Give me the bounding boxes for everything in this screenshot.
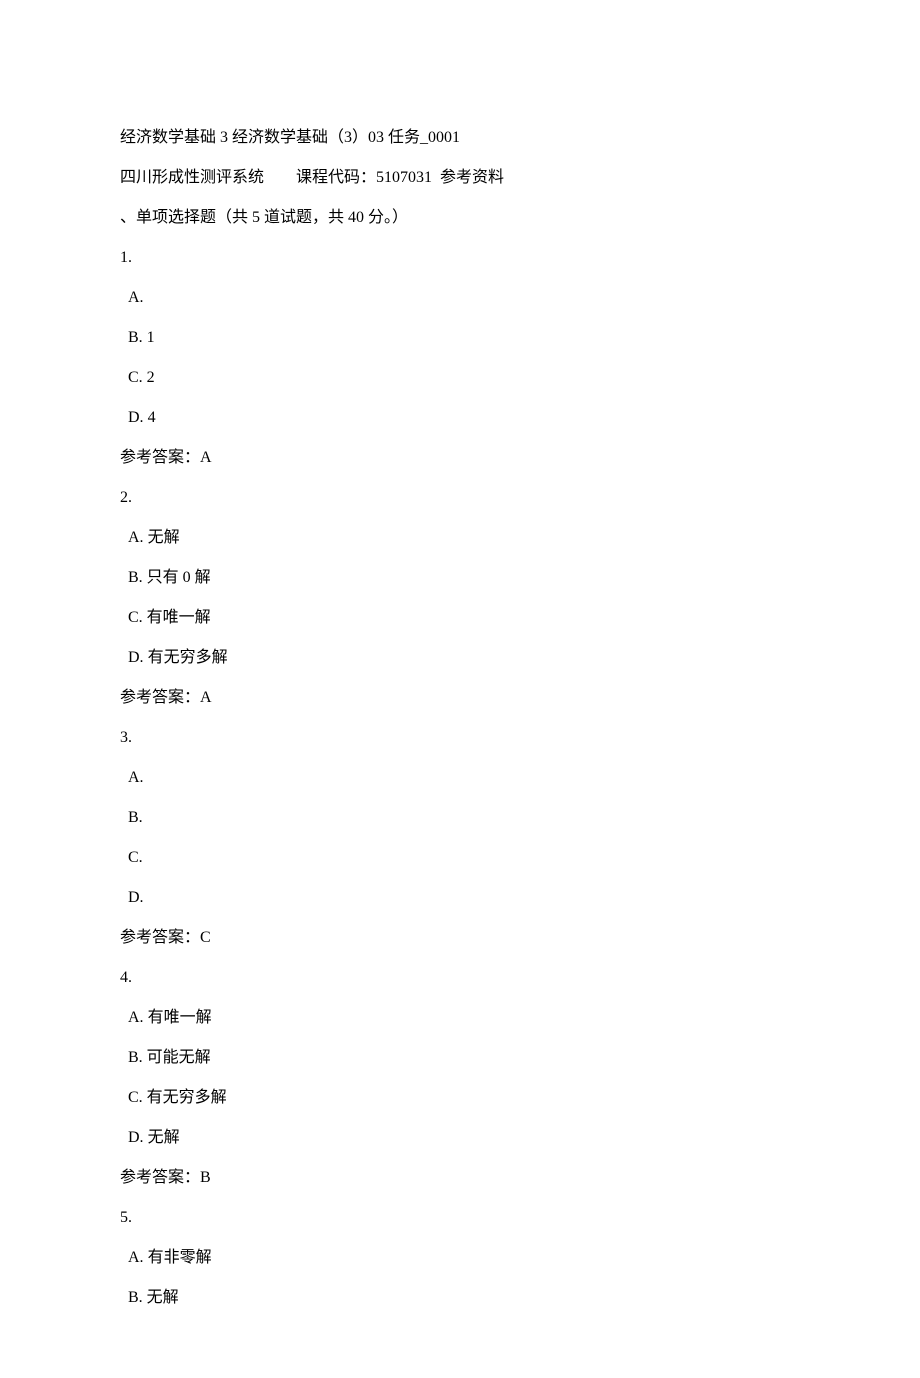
option-letter: D. [128,409,144,426]
question-number: 3. [120,718,800,758]
option-row: B. [120,798,800,838]
option-letter: C. [128,849,143,866]
option-letter: B. [128,809,143,826]
option-row: B. 无解 [120,1278,800,1318]
option-letter: A. [128,769,144,786]
option-letter: B. [128,1049,143,1066]
course-code-label: 课程代码： [296,169,376,186]
option-letter: D. [128,889,144,906]
option-row: B. 1 [120,318,800,358]
option-row: D. 无解 [120,1118,800,1158]
document-page: 经济数学基础 3 经济数学基础（3）03 任务_0001 四川形成性测评系统 课… [0,0,920,1378]
answer-label: 参考答案： [120,449,200,466]
answer-row: 参考答案：C [120,918,800,958]
option-row: B. 只有 0 解 [120,558,800,598]
option-row: A. [120,278,800,318]
course-code: 5107031 [376,169,432,186]
option-letter: A. [128,1009,144,1026]
option-row: B. 可能无解 [120,1038,800,1078]
option-letter: A. [128,289,144,306]
option-letter: B. [128,569,143,586]
option-text: 只有 0 解 [147,569,211,586]
doc-subtitle: 四川形成性测评系统 课程代码：5107031 参考资料 [120,158,800,198]
option-row: D. [120,878,800,918]
option-text: 4 [148,409,156,426]
question-number: 4. [120,958,800,998]
answer-value: A [200,689,212,706]
option-text: 有唯一解 [148,1009,212,1026]
option-letter: C. [128,609,143,626]
answer-row: 参考答案：B [120,1158,800,1198]
option-letter: C. [128,1089,143,1106]
option-row: A. [120,758,800,798]
question-number: 5. [120,1198,800,1238]
option-letter: D. [128,1129,144,1146]
option-row: A. 无解 [120,518,800,558]
answer-label: 参考答案： [120,929,200,946]
option-row: C. 有唯一解 [120,598,800,638]
option-row: C. 2 [120,358,800,398]
reference-label: 参考资料 [432,169,504,186]
option-text: 有唯一解 [147,609,211,626]
answer-value: C [200,929,211,946]
option-text: 无解 [147,1289,179,1306]
option-letter: C. [128,369,143,386]
option-text: 2 [147,369,155,386]
system-name: 四川形成性测评系统 [120,169,264,186]
option-text: 有无穷多解 [148,649,228,666]
question-number: 2. [120,478,800,518]
option-row: D. 4 [120,398,800,438]
option-row: A. 有唯一解 [120,998,800,1038]
option-letter: B. [128,1289,143,1306]
option-text: 无解 [148,529,180,546]
answer-value: A [200,449,212,466]
answer-value: B [200,1169,211,1186]
gap [264,169,296,186]
section-title: 、单项选择题（共 5 道试题，共 40 分。） [120,198,800,238]
option-letter: B. [128,329,143,346]
answer-row: 参考答案：A [120,678,800,718]
option-text: 1 [147,329,155,346]
doc-title: 经济数学基础 3 经济数学基础（3）03 任务_0001 [120,118,800,158]
answer-row: 参考答案：A [120,438,800,478]
option-text: 无解 [148,1129,180,1146]
option-letter: A. [128,1249,144,1266]
option-letter: D. [128,649,144,666]
option-row: A. 有非零解 [120,1238,800,1278]
answer-label: 参考答案： [120,689,200,706]
option-row: C. [120,838,800,878]
option-row: D. 有无穷多解 [120,638,800,678]
option-letter: A. [128,529,144,546]
option-text: 有非零解 [148,1249,212,1266]
option-text: 有无穷多解 [147,1089,227,1106]
option-row: C. 有无穷多解 [120,1078,800,1118]
option-text: 可能无解 [147,1049,211,1066]
question-number: 1. [120,238,800,278]
answer-label: 参考答案： [120,1169,200,1186]
